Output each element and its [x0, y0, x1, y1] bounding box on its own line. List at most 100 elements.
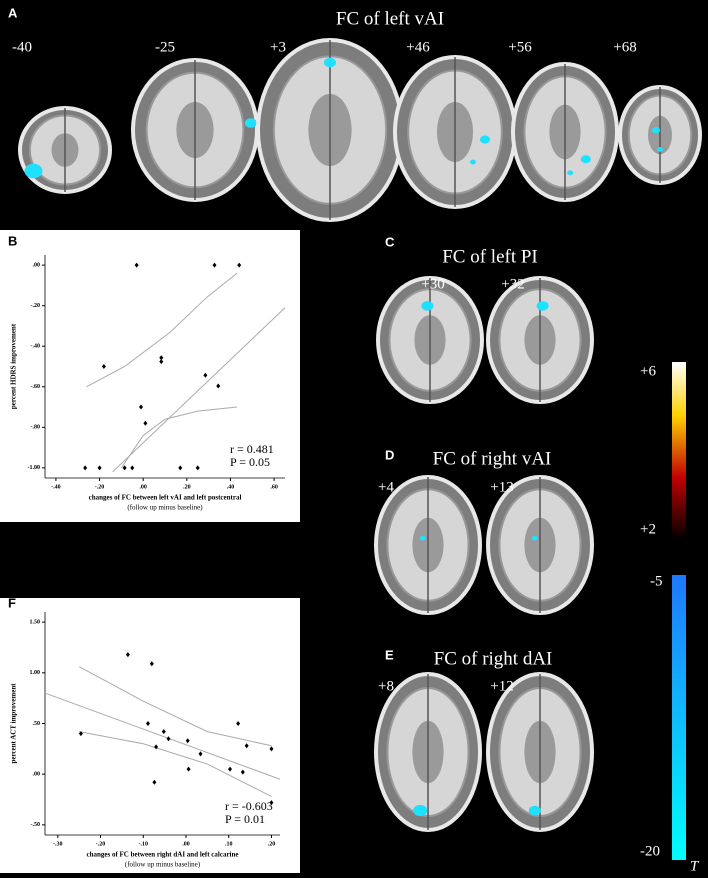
point — [159, 359, 164, 365]
activation-blob — [419, 535, 426, 541]
activation-blob — [413, 804, 428, 817]
y-tick-label: .50 — [33, 721, 41, 727]
point — [240, 769, 245, 775]
point — [125, 652, 130, 658]
slice-label: +56 — [508, 39, 532, 55]
y-tick-label: -.20 — [31, 303, 41, 309]
slice-label: +68 — [613, 39, 636, 55]
x-tick-label: .20 — [183, 484, 191, 490]
colorbar-hot — [672, 362, 686, 540]
point — [159, 355, 164, 361]
y-tick-label: -.50 — [31, 822, 41, 828]
y-axis-label: percent HDRS improvement — [10, 323, 18, 409]
x-tick-label: -.20 — [96, 841, 106, 847]
stat-label: P = 0.01 — [225, 812, 265, 826]
activation-blob — [324, 57, 336, 68]
y-tick-label: .00 — [33, 772, 41, 778]
activation-blob — [24, 163, 43, 179]
y-tick-label: -1.00 — [28, 465, 41, 471]
point — [134, 262, 139, 268]
colorbar-label: -20 — [640, 843, 660, 859]
slice-label: +4 — [378, 479, 394, 495]
point — [269, 800, 274, 806]
point — [97, 465, 102, 471]
point — [149, 661, 154, 667]
point — [198, 751, 203, 757]
x-axis-sublabel: (follow up minus baseline) — [127, 504, 203, 512]
y-tick-label: -.40 — [31, 344, 41, 350]
activation-blob — [244, 118, 257, 128]
stat-label: r = -0.603 — [225, 799, 273, 813]
y-tick-label: 1.50 — [30, 620, 41, 626]
colorbar-label: +2 — [640, 521, 656, 537]
panel-title: FC of right dAI — [434, 648, 553, 669]
point — [244, 743, 249, 749]
point — [237, 262, 242, 268]
panel-letter: E — [385, 647, 394, 662]
confidence-band — [79, 731, 272, 797]
x-axis-sublabel: (follow up minus baseline) — [125, 861, 201, 869]
y-tick-label: -.80 — [31, 425, 41, 431]
point — [122, 465, 127, 471]
activation-blob — [652, 127, 660, 134]
confidence-band — [120, 406, 238, 469]
activation-blob — [531, 535, 538, 541]
panel-b-bg — [0, 230, 300, 522]
point — [185, 738, 190, 744]
point — [236, 721, 241, 726]
slice-label: +3 — [270, 39, 286, 55]
point — [154, 744, 159, 750]
y-tick-label: 1.00 — [30, 670, 41, 676]
regression-line — [112, 307, 286, 473]
x-tick-label: .00 — [182, 841, 190, 847]
x-tick-label: -.30 — [53, 841, 63, 847]
x-tick-label: -.40 — [51, 484, 61, 490]
confidence-band — [86, 272, 238, 388]
point — [178, 465, 183, 471]
slice-label: +8 — [378, 678, 394, 694]
point — [101, 364, 106, 369]
activation-blob — [580, 155, 591, 164]
colorbar-label: +6 — [640, 363, 656, 379]
regression-line — [44, 692, 281, 780]
slice-label: -40 — [12, 39, 32, 55]
activation-blob — [657, 147, 663, 152]
point — [152, 779, 157, 785]
confidence-band — [78, 666, 272, 747]
point — [166, 736, 171, 742]
slice-label: +32 — [501, 276, 524, 292]
point — [203, 372, 208, 378]
colorbar-cool — [672, 575, 686, 860]
panel-f-bg — [0, 598, 300, 873]
activation-blob — [528, 805, 541, 816]
point — [130, 465, 135, 471]
panel-letter: D — [385, 447, 394, 462]
y-tick-label: -.60 — [31, 384, 41, 390]
stat-label: P = 0.05 — [230, 455, 270, 469]
y-tick-label: .00 — [33, 263, 41, 269]
stat-label: r = 0.481 — [230, 442, 274, 456]
colorbar-label: -5 — [650, 573, 663, 589]
slice-label: +12 — [490, 678, 513, 694]
point — [139, 404, 143, 410]
x-tick-label: -.10 — [139, 841, 149, 847]
activation-blob — [480, 135, 490, 144]
point — [145, 721, 150, 726]
x-tick-label: .40 — [227, 484, 235, 490]
panel-letter: B — [8, 233, 17, 248]
point — [212, 262, 217, 268]
activation-blob — [567, 170, 574, 176]
x-tick-label: .20 — [268, 841, 276, 847]
point — [195, 465, 200, 471]
x-tick-label: -.20 — [95, 484, 105, 490]
x-axis-label: changes of FC between left vAI and left … — [89, 494, 242, 502]
y-axis-label: percent ACT improvement — [10, 683, 18, 764]
point — [269, 746, 274, 752]
point — [186, 766, 191, 772]
activation-blob — [470, 159, 476, 165]
activation-blob — [536, 301, 549, 311]
point — [161, 729, 166, 735]
panel-title: FC of left vAI — [336, 8, 444, 29]
point — [83, 465, 88, 471]
